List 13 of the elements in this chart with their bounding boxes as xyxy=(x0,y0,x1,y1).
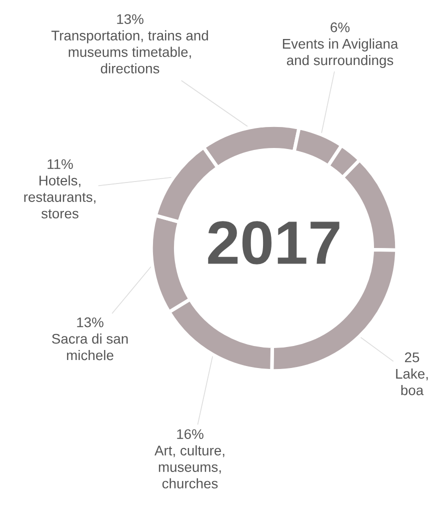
slice-label: Art, culture, museums, churches xyxy=(154,445,224,488)
data-label: 13% xyxy=(117,14,144,24)
slice-label: Sacra di san michele xyxy=(52,334,128,360)
slice-label: Events in Avigliana and surroundings xyxy=(282,38,398,68)
slice-label: Lake, boa xyxy=(396,368,428,396)
data-label: 6% xyxy=(330,22,350,32)
slice-label: Hotels, restaurants, stores xyxy=(24,175,96,218)
data-label: 11% xyxy=(48,159,73,169)
data-label: 25 xyxy=(404,352,420,362)
slice-label: Transportation, trains and museums timetable, directions xyxy=(51,30,208,74)
data-label: 16% xyxy=(177,429,204,440)
data-label: 13% xyxy=(77,317,104,328)
text: 2017 xyxy=(208,221,340,264)
